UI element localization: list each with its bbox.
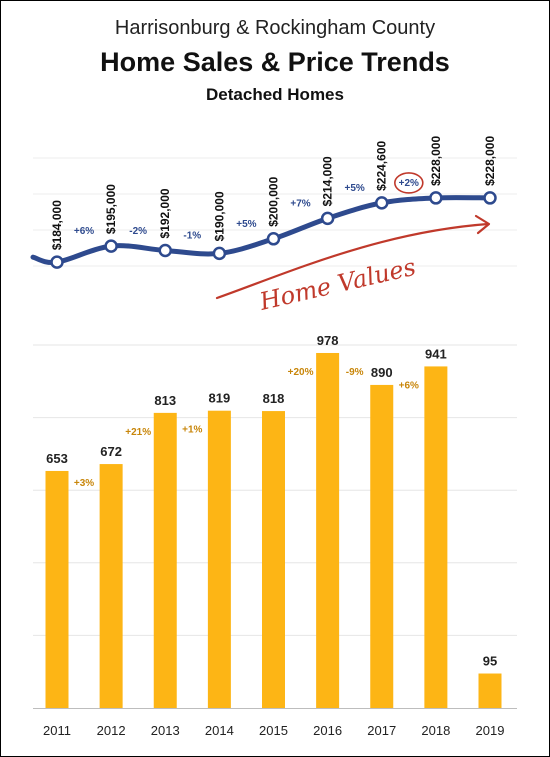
bar-value-label: 818 [263, 391, 285, 406]
x-tick-label: 2015 [259, 723, 288, 738]
bar-2016 [316, 352, 340, 708]
bar-value-label: 653 [46, 451, 68, 466]
x-tick-label: 2013 [151, 723, 180, 738]
bar-value-label: 819 [209, 391, 231, 406]
line-value-label: $192,000 [158, 188, 172, 238]
line-value-label: $190,000 [212, 191, 226, 241]
home-values-annotation: Home Values [256, 253, 418, 316]
bar-2011 [45, 470, 69, 708]
line-change-label: +2% [399, 178, 419, 189]
bar-value-label: 941 [425, 346, 447, 361]
bar-change-label: +21% [125, 427, 151, 438]
chart-title-location: Harrisonburg & Rockingham County [114, 17, 436, 39]
line-change-label: +5% [345, 183, 365, 194]
line-change-label: +6% [74, 226, 94, 237]
bar-2019 [478, 673, 502, 708]
chart-title: Home Sales & Price Trends [100, 47, 450, 77]
bar-change-label: +1% [182, 425, 202, 436]
line-point-2011 [50, 255, 64, 269]
x-tick-label: 2012 [97, 723, 126, 738]
x-tick-label: 2019 [476, 723, 505, 738]
line-change-label: -1% [183, 230, 201, 241]
line-change-label: +7% [290, 198, 310, 209]
highlight-circle [394, 172, 424, 194]
bar-value-label: 813 [154, 393, 176, 408]
line-point-2016 [320, 211, 335, 226]
trend-arrowhead [474, 214, 491, 235]
bar-value-label: 95 [483, 654, 497, 669]
home-value-line [30, 195, 493, 266]
bar-value-label: 890 [371, 365, 393, 380]
line-point-2013 [158, 243, 172, 258]
line-point-2015 [266, 232, 281, 246]
line-point-2012 [104, 239, 118, 253]
x-tick-label: 2018 [421, 723, 450, 738]
bar-2017 [370, 384, 394, 708]
bar-2013 [153, 412, 177, 708]
bar-value-label: 978 [317, 333, 339, 348]
x-tick-label: 2017 [367, 723, 396, 738]
bar-change-label: +20% [288, 367, 314, 378]
bar-change-label: +6% [399, 380, 419, 391]
bar-2014 [207, 410, 231, 708]
bar-2012 [99, 464, 123, 708]
line-value-label: $224,600 [375, 141, 389, 191]
line-value-label: $184,000 [50, 200, 64, 250]
trend-arrow [215, 222, 490, 300]
bar-2018 [424, 366, 448, 708]
line-value-label: $214,000 [321, 156, 335, 206]
line-change-label: +5% [236, 219, 256, 230]
x-tick-label: 2016 [313, 723, 342, 738]
line-change-label: -2% [129, 226, 147, 237]
bar-change-label: -9% [346, 367, 364, 378]
line-value-label: $195,000 [104, 184, 118, 234]
line-point-2017 [375, 196, 389, 210]
line-point-2014 [212, 246, 227, 261]
chart-subtitle: Detached Homes [206, 85, 344, 104]
line-value-label: $228,000 [483, 136, 497, 186]
x-tick-label: 2011 [43, 723, 71, 738]
x-tick-label: 2014 [205, 723, 234, 738]
bar-2015 [262, 411, 285, 708]
line-point-2018 [429, 191, 443, 205]
bar-change-label: +3% [74, 478, 94, 489]
line-value-label: $228,000 [429, 136, 443, 186]
bar-value-label: 672 [100, 444, 122, 459]
line-value-label: $200,000 [267, 176, 281, 226]
line-point-2019 [483, 191, 497, 205]
